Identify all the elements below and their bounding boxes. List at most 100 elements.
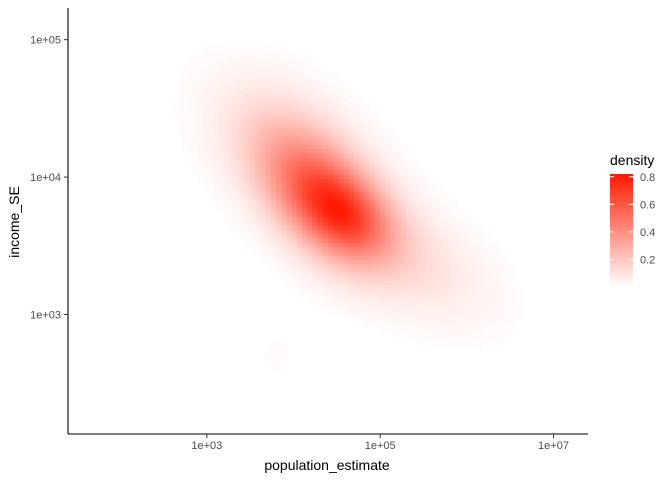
density-tile <box>411 323 417 329</box>
density-tile <box>322 114 329 120</box>
density-tile <box>421 267 428 273</box>
density-tile <box>229 195 235 201</box>
density-tile <box>234 76 241 82</box>
density-tile <box>374 297 381 303</box>
density-tile <box>385 131 391 137</box>
density-tile <box>385 327 391 333</box>
density-tile <box>182 114 189 120</box>
density-tile <box>426 212 433 218</box>
density-tile <box>281 123 287 128</box>
density-tile <box>468 293 475 299</box>
density-tile <box>426 327 433 333</box>
density-tile <box>208 118 215 124</box>
density-tile <box>426 233 433 239</box>
density-tile <box>208 144 215 150</box>
density-tile <box>276 178 282 184</box>
density-tile <box>317 123 324 128</box>
density-tile <box>385 280 391 286</box>
density-tile <box>276 161 282 167</box>
density-tile <box>406 284 412 290</box>
density-tile <box>328 199 334 205</box>
density-tile <box>390 203 397 209</box>
density-tile <box>364 314 371 320</box>
density-tile <box>395 242 402 248</box>
density-tile <box>270 140 277 145</box>
density-tile <box>322 301 329 307</box>
density-tile <box>354 267 360 273</box>
density-tile <box>494 242 501 248</box>
density-tile <box>208 88 215 94</box>
density-tile <box>359 246 365 252</box>
density-tile <box>359 280 365 286</box>
density-tile <box>390 140 397 145</box>
density-tile <box>369 280 376 286</box>
density-tile <box>291 105 298 111</box>
density-tile <box>380 165 386 171</box>
density-tile <box>489 331 495 337</box>
density-tile <box>229 152 235 158</box>
density-tile <box>369 114 376 120</box>
density-tile <box>307 118 313 124</box>
density-tile <box>187 76 194 82</box>
density-tile <box>333 246 339 252</box>
density-tile <box>416 323 423 329</box>
density-tile <box>224 67 230 73</box>
density-tile <box>452 225 459 231</box>
density-tile <box>406 152 412 158</box>
density-tile <box>286 144 293 150</box>
density-tile <box>458 306 464 312</box>
density-tile <box>369 233 376 239</box>
density-tile <box>218 46 225 52</box>
density-tile <box>447 212 454 218</box>
density-tile <box>192 123 199 128</box>
density-tile <box>369 289 376 295</box>
density-tile <box>203 101 209 107</box>
density-tile <box>354 238 360 243</box>
density-tile <box>291 284 298 290</box>
density-tile <box>224 208 230 214</box>
density-tile <box>250 233 256 239</box>
density-tile <box>494 293 501 299</box>
density-tile <box>426 263 433 269</box>
density-tile <box>416 225 423 231</box>
density-tile <box>312 186 319 192</box>
density-tile <box>302 59 308 64</box>
density-tile <box>213 50 220 56</box>
density-tile <box>494 289 501 295</box>
density-tile <box>239 71 246 77</box>
density-tile <box>250 178 256 184</box>
density-tile <box>421 212 428 218</box>
density-tile <box>260 229 267 235</box>
density-tile <box>348 165 355 171</box>
density-tile <box>192 152 199 158</box>
density-tile <box>198 54 204 60</box>
density-tile <box>406 229 412 235</box>
density-tile <box>406 336 412 341</box>
density-tile <box>198 169 204 175</box>
density-tile <box>499 336 506 341</box>
density-tile <box>338 110 345 116</box>
density-tile <box>317 110 324 116</box>
density-tile <box>432 263 438 269</box>
density-tile <box>328 127 334 133</box>
density-tile <box>484 293 490 299</box>
density-tile <box>312 289 319 295</box>
density-tile <box>395 182 402 188</box>
density-tile <box>468 233 475 239</box>
density-tile <box>447 301 454 307</box>
density-tile <box>348 182 355 188</box>
density-tile <box>328 123 334 128</box>
density-tile <box>234 186 241 192</box>
density-tile <box>489 289 495 295</box>
density-tile <box>296 101 303 107</box>
density-tile <box>250 67 256 73</box>
density-tile <box>411 165 417 171</box>
density-tile <box>489 272 495 277</box>
density-tile <box>510 284 516 290</box>
density-tile <box>400 229 407 235</box>
density-tile <box>406 289 412 295</box>
density-tile <box>244 93 251 99</box>
density-tile <box>312 191 319 197</box>
density-tile <box>510 314 516 320</box>
density-tile <box>296 280 303 286</box>
